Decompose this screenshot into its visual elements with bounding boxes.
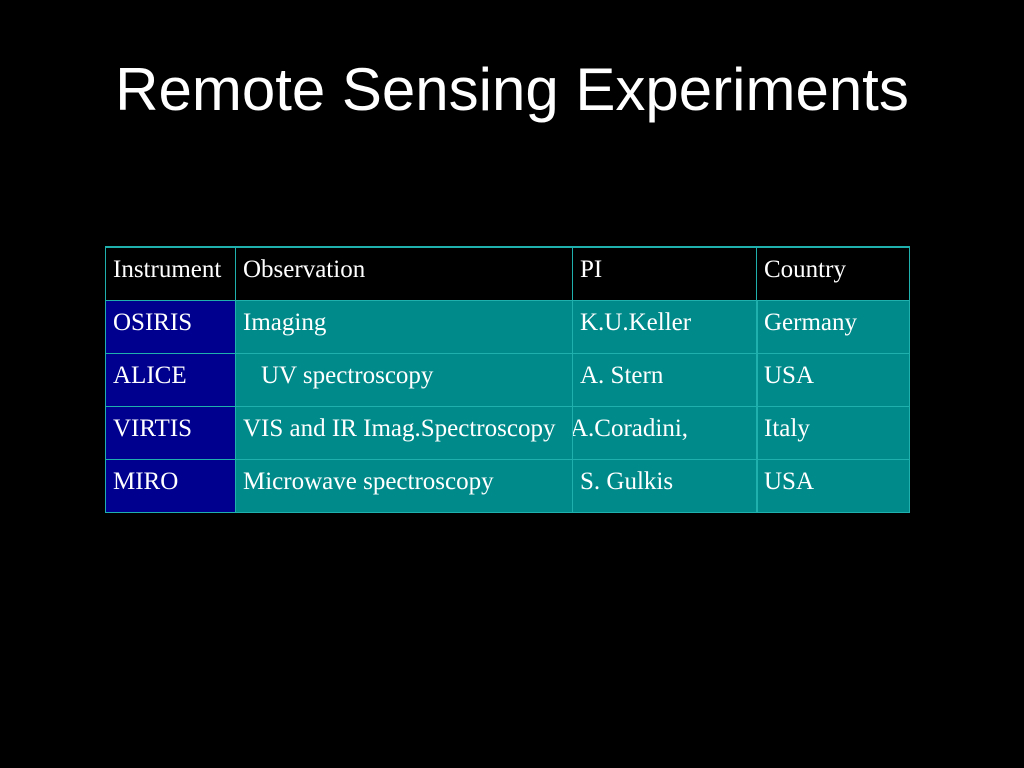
observation-cell: Imaging [235, 299, 573, 354]
country-cell: USA [756, 352, 910, 407]
instrument-cell: VIRTIS [105, 405, 236, 460]
country-cell: Italy [756, 405, 910, 460]
country-cell: Germany [756, 299, 910, 354]
observation-cell: UV spectroscopy [235, 352, 573, 407]
slide-title: Remote Sensing Experiments [115, 56, 909, 123]
pi-cell: A. Stern [572, 352, 757, 407]
table-header-row: Instrument Observation PI Country [105, 246, 910, 301]
pi-cell: A.Coradini, [572, 405, 757, 460]
observation-cell: VIS and IR Imag.Spectroscopy [235, 405, 573, 460]
header-observation: Observation [235, 246, 573, 301]
country-cell: USA [756, 458, 910, 513]
table-row: OSIRIS Imaging K.U.Keller Germany [105, 299, 910, 354]
observation-cell: Microwave spectroscopy [235, 458, 573, 513]
pi-cell: S. Gulkis [572, 458, 757, 513]
instrument-cell: MIRO [105, 458, 236, 513]
table-row: ALICE UV spectroscopy A. Stern USA [105, 352, 910, 407]
header-instrument: Instrument [105, 246, 236, 301]
instrument-cell: OSIRIS [105, 299, 236, 354]
pi-cell: K.U.Keller [572, 299, 757, 354]
header-pi: PI [572, 246, 757, 301]
instrument-cell: ALICE [105, 352, 236, 407]
table-row: VIRTIS VIS and IR Imag.Spectroscopy A.Co… [105, 405, 910, 460]
table-row: MIRO Microwave spectroscopy S. Gulkis US… [105, 458, 910, 513]
header-country: Country [756, 246, 910, 301]
experiments-table: Instrument Observation PI Country OSIRIS… [105, 246, 910, 513]
